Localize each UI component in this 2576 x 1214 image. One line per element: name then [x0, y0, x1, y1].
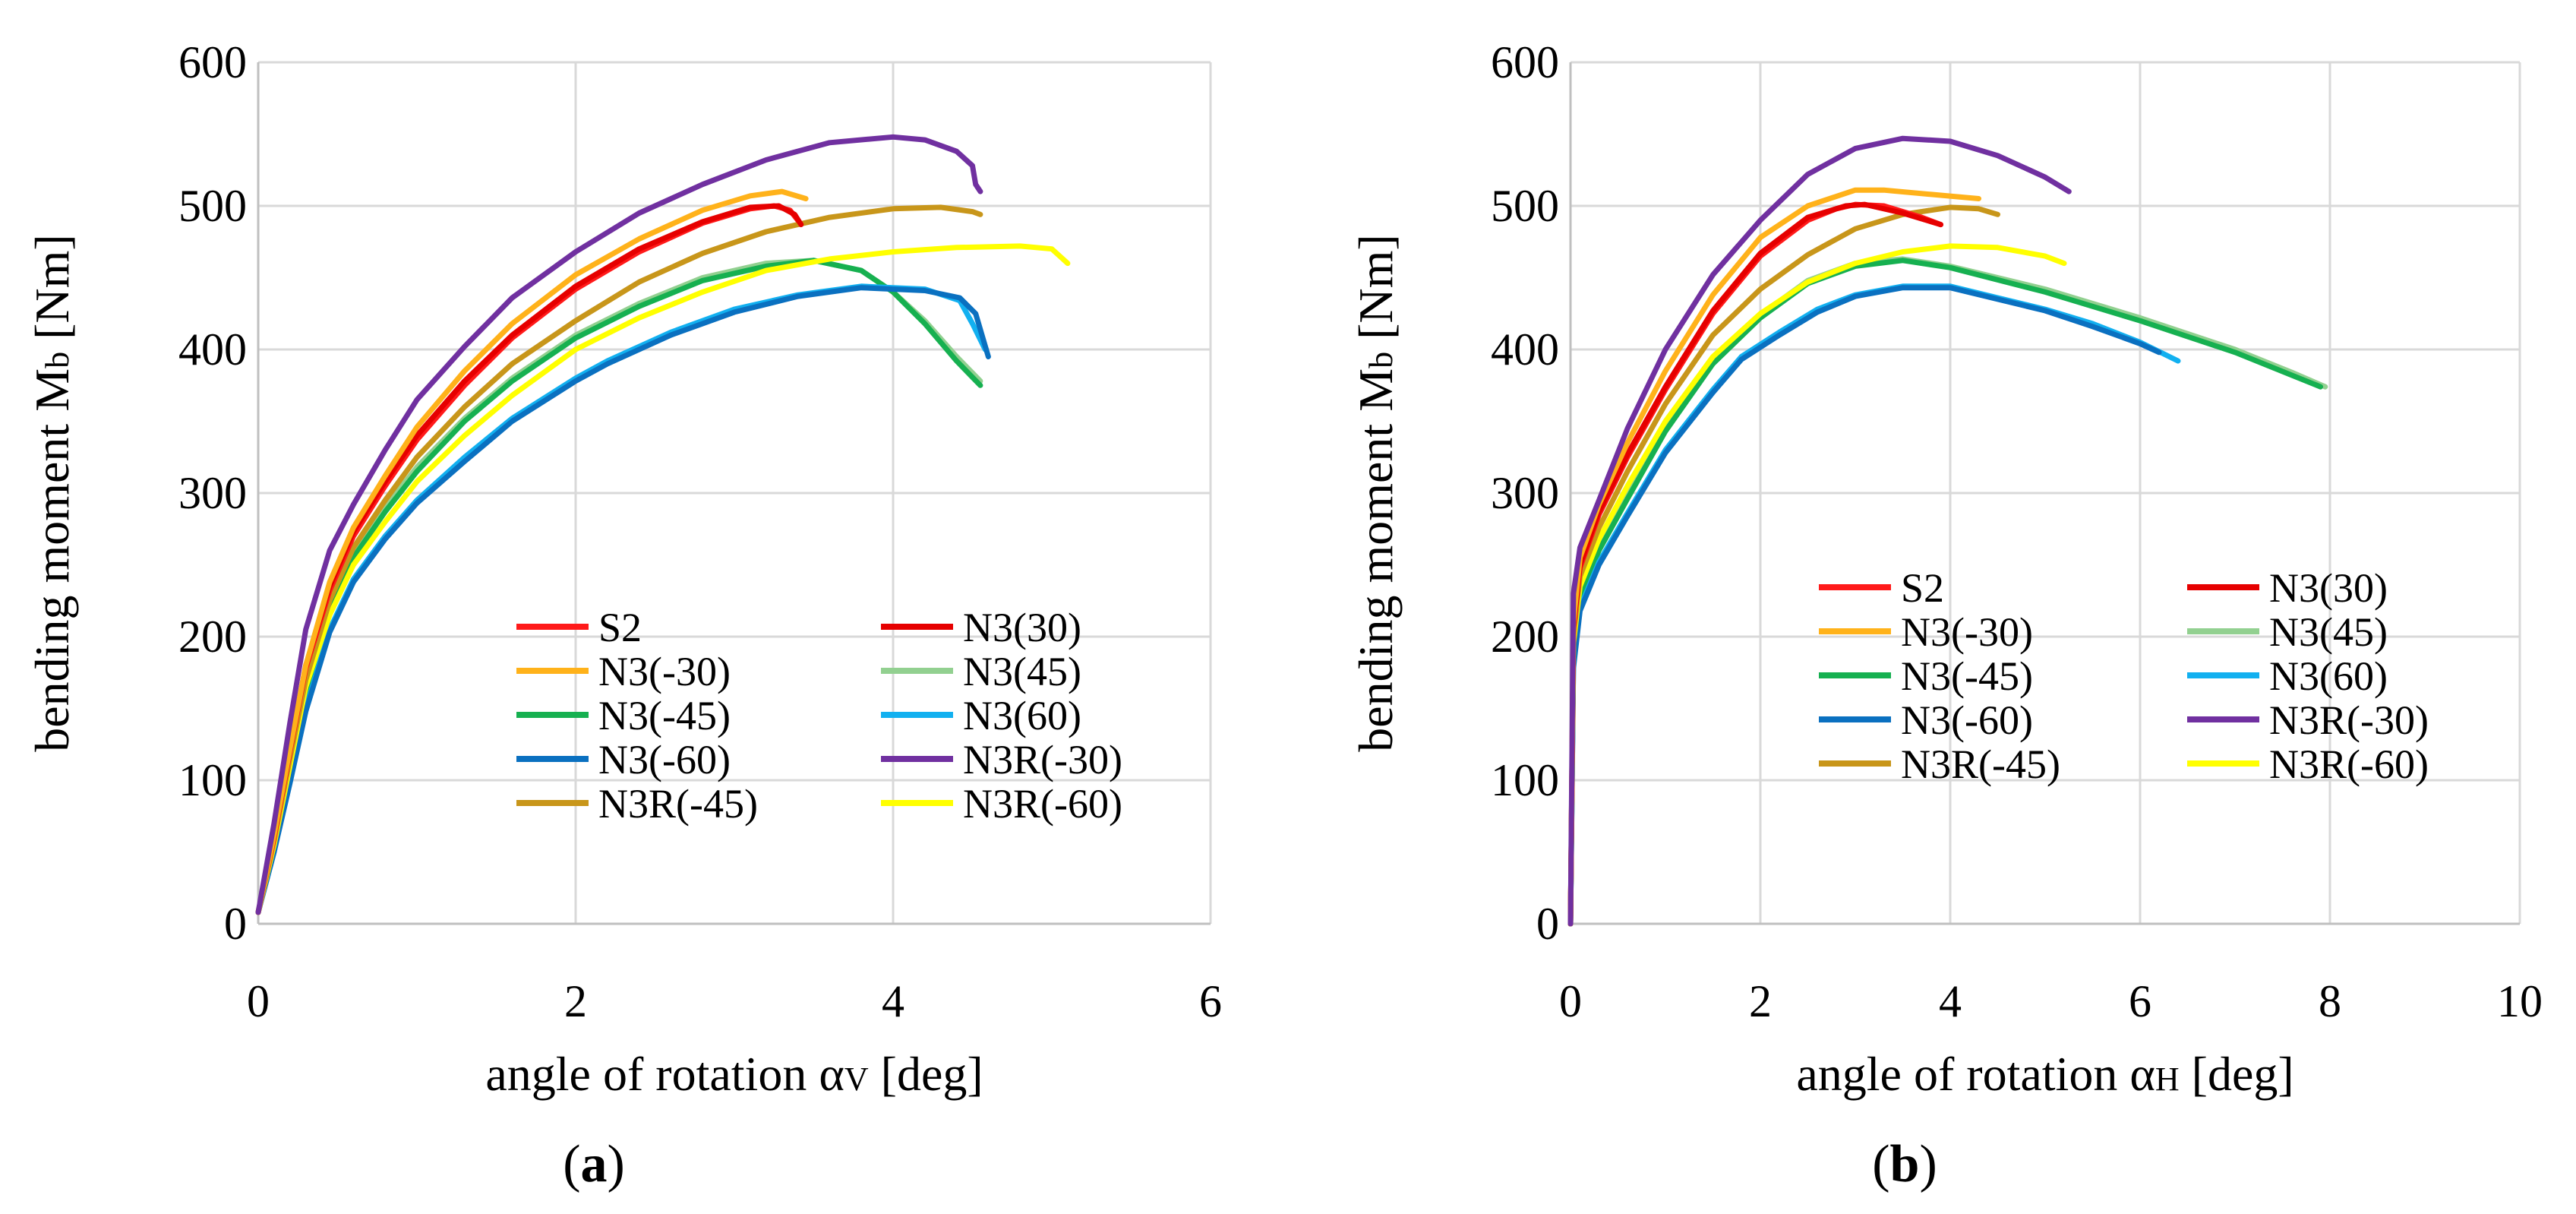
- x-axis-label: angle of rotation αH [deg]: [1796, 1047, 2293, 1101]
- y-axis-label-sub: b: [1362, 352, 1400, 368]
- y-tick-label: 400: [1491, 324, 1559, 375]
- legend-label: N3R(-45): [1901, 741, 2060, 787]
- legend-label: N3(-60): [1901, 697, 2033, 743]
- legend-label: N3(-30): [1901, 609, 2033, 655]
- y-axis-label: bending moment Mb [Nm]: [1349, 234, 1403, 751]
- series-line: [255, 285, 991, 915]
- legend-label: N3(45): [963, 649, 1081, 694]
- panel-caption: (a): [563, 1135, 625, 1193]
- x-tick-label: 6: [1199, 976, 1222, 1026]
- legend-label: S2: [598, 605, 642, 650]
- y-tick-label: 600: [1491, 37, 1559, 87]
- legend-label: N3(-45): [1901, 653, 2033, 699]
- x-tick-label: 2: [1749, 976, 1772, 1026]
- panel-caption: (b): [1872, 1135, 1937, 1193]
- series-line: [1567, 243, 2067, 927]
- series-line: [1567, 201, 1943, 927]
- x-tick-label: 10: [2497, 976, 2543, 1026]
- legend-label: N3(45): [2269, 609, 2388, 655]
- legend-label: N3(60): [963, 693, 1081, 738]
- legend-label: N3(-60): [598, 737, 731, 782]
- x-tick-label: 2: [564, 976, 587, 1026]
- legend-label: S2: [1901, 565, 1944, 611]
- caption-letter: a: [581, 1135, 608, 1193]
- legend-label: N3(30): [2269, 565, 2388, 611]
- series-line: [1567, 201, 1943, 927]
- caption-close: ): [1919, 1135, 1937, 1193]
- legend-label: N3(-45): [598, 693, 731, 738]
- legend-label: N3R(-60): [963, 781, 1122, 827]
- y-axis-label-sub: b: [39, 352, 76, 368]
- y-tick-label: 500: [1491, 181, 1559, 231]
- x-tick-label: 6: [2129, 976, 2151, 1026]
- chart-b: 0 100 200 300 400 500 600 0 2 4 6 8 10 S2 N3(30) N3(-30…: [1349, 37, 2543, 1193]
- series-line: [255, 188, 809, 915]
- x-tick-label: 0: [247, 976, 270, 1026]
- caption-open: (: [563, 1135, 580, 1193]
- y-axis-label-tail: [Nm]: [25, 234, 79, 352]
- series-line: [1567, 187, 1981, 927]
- x-axis-label-main: angle of rotation α: [485, 1047, 844, 1101]
- legend-label: N3R(-60): [2269, 741, 2429, 787]
- series-line: [1567, 135, 2072, 927]
- x-axis-label-sub: V: [844, 1061, 869, 1098]
- x-tick-label: 8: [2319, 976, 2341, 1026]
- caption-letter: b: [1890, 1135, 1920, 1193]
- y-axis-label-main: bending moment M: [1349, 368, 1403, 752]
- x-axis-label: angle of rotation αV [deg]: [485, 1047, 983, 1101]
- y-tick-label: 200: [1491, 612, 1559, 662]
- legend-label: N3(60): [2269, 653, 2388, 699]
- y-tick-label: 100: [178, 755, 247, 805]
- x-tick-label: 4: [1939, 976, 1962, 1026]
- legend-label: N3R(-30): [963, 737, 1122, 782]
- y-axis-label: bending moment Mb [Nm]: [25, 234, 79, 751]
- legend-label: N3R(-45): [598, 781, 758, 827]
- x-axis-label-tail: [deg]: [869, 1047, 983, 1101]
- y-tick-label: 300: [178, 468, 247, 518]
- y-tick-label: 0: [224, 899, 247, 949]
- legend-label: N3(30): [963, 605, 1081, 650]
- caption-close: ): [608, 1135, 625, 1193]
- x-axis-label-main: angle of rotation α: [1796, 1047, 2155, 1101]
- y-tick-label: 100: [1491, 755, 1559, 805]
- x-axis-label-tail: [deg]: [2180, 1047, 2294, 1101]
- x-tick-label: 0: [1559, 976, 1582, 1026]
- y-tick-label: 300: [1491, 468, 1559, 518]
- series-line: [1567, 204, 2000, 927]
- y-axis-label-tail: [Nm]: [1349, 234, 1403, 352]
- y-tick-label: 200: [178, 612, 247, 662]
- x-tick-label: 4: [882, 976, 904, 1026]
- series-line: [255, 134, 983, 915]
- y-tick-label: 500: [178, 181, 247, 231]
- legend-label: N3(-30): [598, 649, 731, 694]
- x-axis-label-sub: H: [2155, 1061, 2180, 1098]
- legend-label: N3R(-30): [2269, 697, 2429, 743]
- y-axis-label-main: bending moment M: [25, 368, 79, 752]
- y-tick-label: 0: [1536, 899, 1559, 949]
- caption-open: (: [1872, 1135, 1889, 1193]
- y-tick-label: 600: [178, 37, 247, 87]
- y-tick-label: 400: [178, 324, 247, 375]
- series-line: [1567, 285, 2162, 927]
